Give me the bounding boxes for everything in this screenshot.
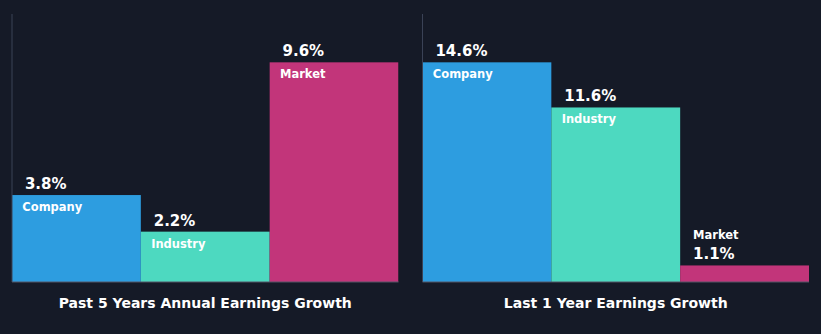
labels: 14.6% Company 11.6% Industry 1.1% Market: [433, 42, 739, 263]
panel: 3.8% Company 2.2% Industry 9.6% Market Past 5 …: [12, 14, 399, 311]
category-label: Market: [693, 228, 739, 242]
y-axis-line: [12, 14, 13, 282]
chart-root: 3.8% Company 2.2% Industry 9.6% Market Past 5 …: [0, 0, 821, 334]
bars: [12, 62, 399, 282]
category-label: Company: [22, 200, 83, 214]
panel: 14.6% Company 11.6% Industry 1.1% Market Last …: [423, 14, 810, 311]
baseline: [423, 282, 810, 283]
category-label: Industry: [151, 237, 206, 251]
panel-title: Past 5 Years Annual Earnings Growth: [59, 295, 352, 311]
value-label: 3.8%: [25, 175, 67, 193]
bar: [423, 62, 552, 282]
category-label: Industry: [562, 112, 617, 126]
value-label: 14.6%: [435, 42, 487, 60]
category-label: Market: [280, 67, 326, 81]
bar: [680, 265, 809, 282]
value-label: 2.2%: [154, 212, 196, 230]
panel-title: Last 1 Year Earnings Growth: [504, 295, 728, 311]
background: [0, 0, 821, 334]
value-label: 1.1%: [693, 245, 735, 263]
bar: [270, 62, 399, 282]
value-label: 9.6%: [283, 42, 325, 60]
bars: [423, 62, 810, 282]
value-label: 11.6%: [564, 87, 616, 105]
labels: 3.8% Company 2.2% Industry 9.6% Market: [22, 42, 326, 250]
category-label: Company: [433, 67, 494, 81]
bar: [141, 232, 270, 282]
y-axis-line: [422, 14, 423, 282]
baseline: [12, 282, 399, 283]
bar: [551, 107, 680, 282]
bar: [12, 195, 141, 282]
